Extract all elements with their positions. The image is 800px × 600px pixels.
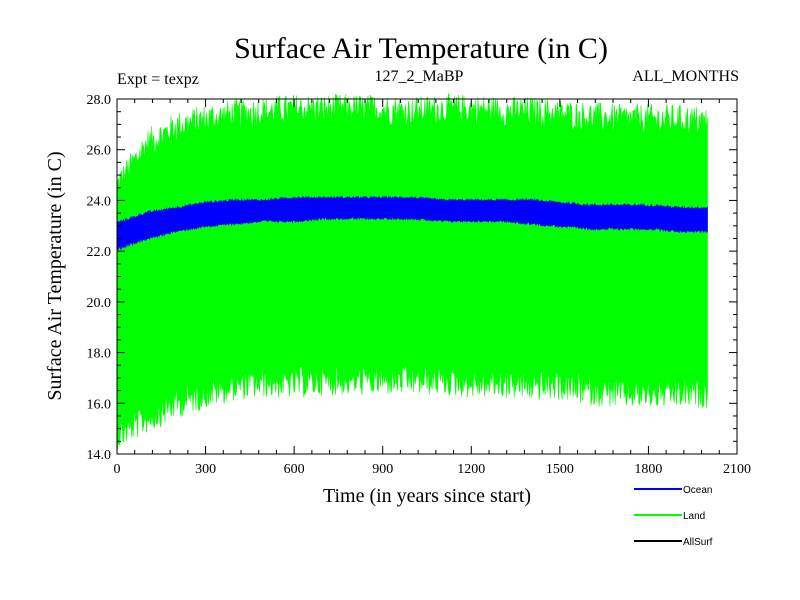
series-band-ocean: [116, 195, 708, 250]
x-axis-label: Time (in years since start): [323, 485, 531, 507]
x-tick-label: 1500: [546, 462, 574, 477]
x-tick-label: 0: [114, 462, 121, 477]
period-label: 127_2_MaBP: [375, 68, 464, 85]
x-tick-label: 1800: [634, 462, 662, 477]
y-tick-label: 26.0: [87, 144, 112, 159]
chart-title: Surface Air Temperature (in C): [234, 32, 608, 65]
x-tick-label: 1200: [457, 462, 485, 477]
x-tick-label: 900: [372, 462, 393, 477]
ticks-layer: 0 300 600 900 1200 1500 1800 2100 14.0 16.0 18.0 20…: [87, 93, 752, 477]
y-tick-label: 22.0: [87, 245, 112, 260]
y-tick-label: 28.0: [87, 93, 112, 108]
months-label: ALL_MONTHS: [632, 68, 739, 85]
x-tick-label: 2100: [723, 462, 751, 477]
y-tick-label: 18.0: [87, 347, 112, 362]
series-ocean: [116, 195, 708, 250]
y-tick-label: 16.0: [87, 397, 112, 412]
series-land: [116, 93, 708, 450]
y-axis-label: Surface Air Temperature (in C): [44, 151, 66, 400]
legend: Ocean Land AllSurf: [634, 485, 713, 548]
plot-area: 0 300 600 900 1200 1500 1800 2100 14.0 16.0 18.0 20…: [87, 93, 752, 477]
legend-label-land: Land: [683, 511, 705, 522]
x-tick-label: 600: [284, 462, 305, 477]
y-tick-label: 20.0: [87, 296, 112, 311]
series-layer: [116, 93, 708, 450]
y-tick-label: 24.0: [87, 194, 112, 209]
legend-label-allsurf: AllSurf: [683, 537, 713, 548]
experiment-label: Expt = texpz: [117, 71, 199, 88]
legend-label-ocean: Ocean: [683, 485, 712, 496]
y-tick-label: 14.0: [87, 448, 112, 463]
x-tick-label: 300: [195, 462, 216, 477]
series-band-land: [116, 93, 708, 450]
